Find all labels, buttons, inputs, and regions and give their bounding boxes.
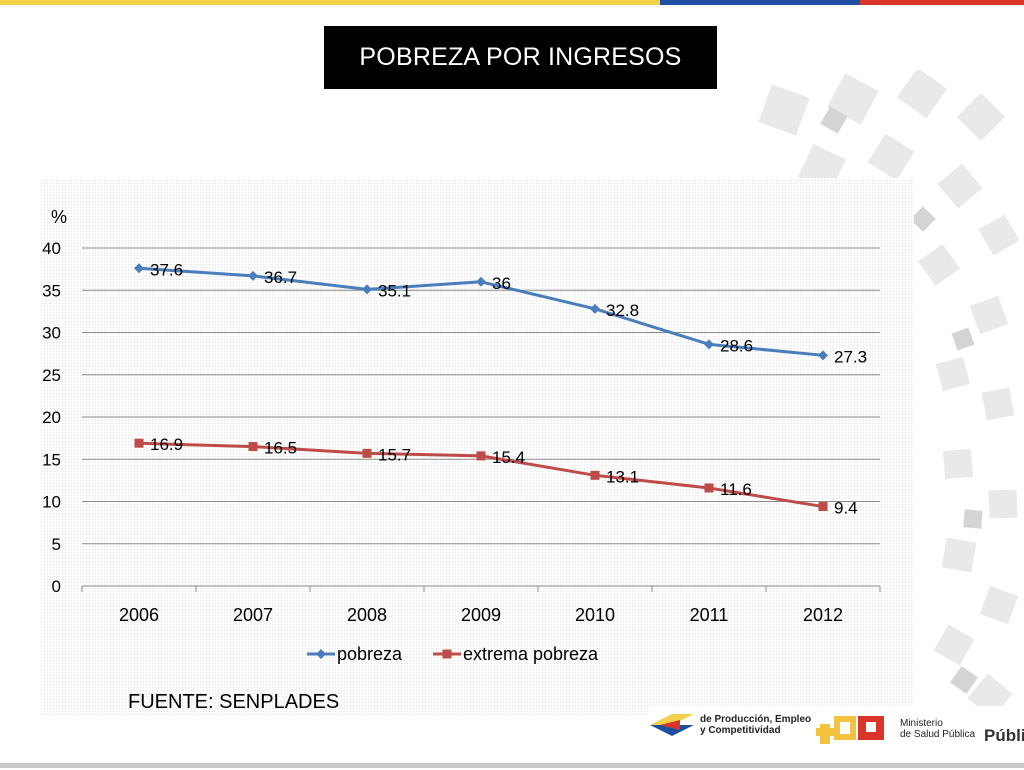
data-point-pobreza [590,303,600,314]
data-label: 27.3 [834,347,867,366]
data-label: 36 [492,274,511,293]
y-axis-unit: % [51,207,67,227]
y-tick-label: 40 [42,239,61,258]
decorative-checker-pattern [758,70,1020,719]
series-layer [134,263,828,512]
data-label: 11.6 [720,480,752,499]
data-point-extrema-pobreza [590,470,600,480]
y-tick-label: 15 [42,450,61,469]
data-point-extrema-pobreza [818,502,828,512]
produccion-flag-logo [650,714,694,736]
legend: pobreza extrema pobreza [307,644,599,664]
produccion-logo-line2: y Competitividad [700,725,781,736]
publica-logo-text: Públic [984,726,1024,745]
legend-marker-pobreza [316,649,326,659]
x-tick-labels: 2006 2007 2008 2009 2010 2011 2012 [119,605,843,625]
x-tick-label: 2008 [347,605,387,625]
grid-layer [81,247,881,592]
y-tick-label: 5 [52,535,61,554]
data-label: 36.7 [264,268,297,287]
data-label: 13.1 [606,467,639,486]
legend-label: extrema pobreza [463,644,599,664]
y-tick-label: 30 [42,324,61,343]
data-label: 37.6 [150,260,183,279]
data-label: 35.1 [378,281,411,300]
y-tick-label: 25 [42,366,61,385]
top-accent-blue [660,0,860,5]
legend-marker-extrema-pobreza [442,649,452,659]
y-tick-label: 20 [42,408,61,427]
x-tick-label: 2006 [119,605,159,625]
source-note: FUENTE: SENPLADES [128,691,339,713]
top-accent-red [860,0,1024,5]
data-point-pobreza [248,270,258,281]
x-tick-label: 2012 [803,605,843,625]
slide-title: POBREZA POR INGRESOS [324,26,717,89]
data-point-pobreza [134,263,144,274]
data-point-pobreza [362,284,372,295]
top-accent-yellow [0,0,660,5]
legend-label: pobreza [337,644,403,664]
data-point-pobreza [818,350,828,361]
y-tick-label: 35 [42,281,61,300]
data-label: 15.7 [378,445,411,464]
data-point-extrema-pobreza [476,451,486,461]
data-label: 15.4 [492,448,525,467]
data-point-extrema-pobreza [362,448,372,458]
data-label: 28.6 [720,336,753,355]
data-point-pobreza [704,339,714,350]
x-tick-label: 2010 [575,605,615,625]
chart-panel: 0 5 10 15 20 25 30 35 40 2006 2007 2008 2009 2010 201… [41,178,914,715]
produccion-logo-line1: de Producción, Empleo [700,714,812,725]
data-label: 16.5 [264,439,297,458]
x-tick-label: 2011 [690,605,729,625]
poverty-line-chart: 0 5 10 15 20 25 30 35 40 2006 2007 2008 2009 2010 201… [42,207,881,713]
data-label: 32.8 [606,301,639,320]
data-label: 9.4 [834,499,858,518]
ministerio-mark-logo [816,716,884,744]
y-tick-labels: 0 5 10 15 20 25 30 35 40 [42,239,61,596]
y-tick-label: 10 [42,493,61,512]
data-label: 16.9 [150,435,183,454]
bottom-rule [0,763,1024,768]
y-tick-label: 0 [52,577,61,596]
data-point-pobreza [476,276,486,287]
data-point-extrema-pobreza [248,442,258,452]
data-labels: 37.6 36.7 35.1 36 32.8 28.6 27.3 16.9 16.5 15.7 15… [150,260,867,517]
data-point-extrema-pobreza [134,438,144,448]
x-tick-label: 2007 [233,605,273,625]
ministerio-logo-line2: de Salud Pública [900,729,976,740]
footer-logos: de Producción, Empleo y Competitividad M… [648,706,1024,756]
x-tick-label: 2009 [461,605,501,625]
ministerio-logo-line1: Ministerio [900,718,943,729]
data-point-extrema-pobreza [704,483,714,493]
